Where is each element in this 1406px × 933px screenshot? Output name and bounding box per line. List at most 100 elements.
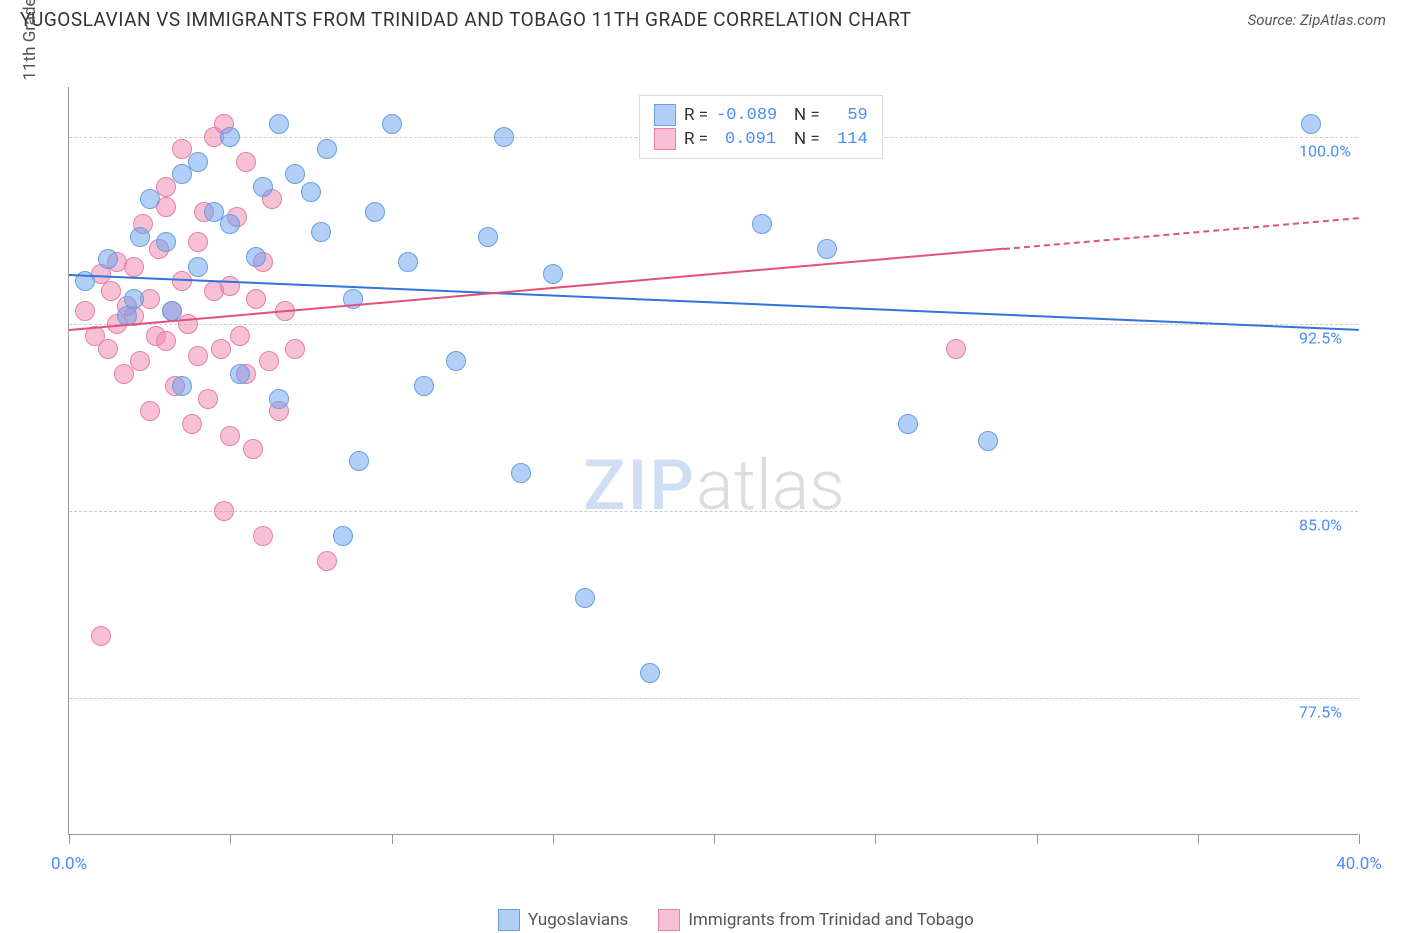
scatter-point	[230, 326, 250, 346]
scatter-point	[230, 364, 250, 384]
chart-source: Source: ZipAtlas.com	[1248, 11, 1386, 29]
correlation-legend: R = -0.089 N = 59 R = 0.091 N = 114	[639, 95, 883, 159]
series-name: Immigrants from Trinidad and Tobago	[688, 910, 973, 930]
scatter-point	[220, 214, 240, 234]
x-tick-label: 0.0%	[51, 854, 87, 874]
legend-swatch	[654, 128, 676, 150]
scatter-point	[478, 227, 498, 247]
scatter-point	[285, 164, 305, 184]
scatter-point	[640, 663, 660, 683]
scatter-point	[236, 152, 256, 172]
scatter-point	[349, 451, 369, 471]
x-tick	[1198, 834, 1199, 844]
chart-title: YUGOSLAVIAN VS IMMIGRANTS FROM TRINIDAD …	[20, 8, 911, 31]
scatter-point	[178, 314, 198, 334]
series-name: Yugoslavians	[528, 910, 628, 930]
scatter-point	[494, 127, 514, 147]
x-tick	[392, 834, 393, 844]
x-tick-label: 40.0%	[1336, 854, 1382, 874]
legend-swatch	[654, 104, 676, 126]
scatter-point	[156, 232, 176, 252]
scatter-point	[301, 182, 321, 202]
legend-r-label: R =	[684, 105, 708, 125]
scatter-point	[188, 232, 208, 252]
scatter-point	[172, 271, 192, 291]
scatter-point	[752, 214, 772, 234]
scatter-point	[243, 439, 263, 459]
scatter-point	[511, 463, 531, 483]
watermark-zip: ZIP	[583, 445, 696, 527]
scatter-point	[898, 414, 918, 434]
scatter-point	[130, 227, 150, 247]
scatter-point	[817, 239, 837, 259]
legend-n-label: N =	[794, 129, 820, 149]
scatter-point	[946, 339, 966, 359]
gridline	[69, 324, 1358, 325]
series-legend-item: Yugoslavians	[498, 909, 628, 931]
scatter-point	[269, 389, 289, 409]
x-tick	[1037, 834, 1038, 844]
scatter-point	[333, 526, 353, 546]
x-tick	[230, 834, 231, 844]
scatter-point	[198, 389, 218, 409]
scatter-point	[211, 339, 231, 359]
y-axis-label: 11th Grade	[20, 0, 40, 81]
scatter-point	[172, 376, 192, 396]
y-tick-label: 85.0%	[1299, 515, 1342, 534]
scatter-point	[98, 249, 118, 269]
y-tick-label: 77.5%	[1299, 702, 1342, 721]
scatter-point	[317, 551, 337, 571]
scatter-point	[188, 152, 208, 172]
scatter-point	[446, 351, 466, 371]
scatter-point	[124, 289, 144, 309]
gridline	[69, 511, 1358, 512]
legend-row: R = 0.091 N = 114	[654, 128, 868, 150]
scatter-point	[398, 252, 418, 272]
chart-header: YUGOSLAVIAN VS IMMIGRANTS FROM TRINIDAD …	[0, 0, 1406, 39]
legend-r-value: -0.089	[716, 106, 776, 125]
scatter-point	[246, 247, 266, 267]
x-tick	[553, 834, 554, 844]
scatter-point	[156, 331, 176, 351]
scatter-point	[259, 351, 279, 371]
y-tick-label: 100.0%	[1299, 141, 1351, 160]
scatter-point	[188, 346, 208, 366]
scatter-point	[365, 202, 385, 222]
x-tick	[1359, 834, 1360, 844]
x-tick	[69, 834, 70, 844]
legend-swatch	[498, 909, 520, 931]
legend-n-value: 59	[828, 106, 868, 125]
scatter-point	[140, 189, 160, 209]
scatter-point	[382, 114, 402, 134]
scatter-point	[285, 339, 305, 359]
legend-row: R =-0.089N =59	[654, 104, 868, 126]
watermark: ZIPatlas	[583, 445, 845, 527]
scatter-point	[124, 257, 144, 277]
scatter-point	[214, 501, 234, 521]
series-legend-item: Immigrants from Trinidad and Tobago	[658, 909, 973, 931]
legend-r-value: 0.091	[716, 130, 776, 149]
scatter-point	[98, 339, 118, 359]
plot-area: ZIPatlas 77.5%85.0%92.5%100.0%0.0%40.0%R…	[68, 87, 1358, 835]
x-tick	[875, 834, 876, 844]
scatter-point	[317, 139, 337, 159]
legend-n-value: 114	[828, 130, 868, 149]
scatter-point	[1301, 114, 1321, 134]
scatter-point	[269, 114, 289, 134]
scatter-point	[130, 351, 150, 371]
scatter-point	[575, 588, 595, 608]
scatter-point	[543, 264, 563, 284]
scatter-point	[253, 177, 273, 197]
scatter-point	[311, 222, 331, 242]
watermark-atlas: atlas	[696, 445, 845, 527]
scatter-point	[246, 289, 266, 309]
x-tick	[714, 834, 715, 844]
gridline	[69, 698, 1358, 699]
trend-line	[1004, 217, 1359, 250]
legend-r-label: R =	[684, 129, 708, 149]
scatter-point	[253, 526, 273, 546]
scatter-point	[182, 414, 202, 434]
scatter-point	[75, 301, 95, 321]
scatter-point	[101, 281, 121, 301]
legend-swatch	[658, 909, 680, 931]
